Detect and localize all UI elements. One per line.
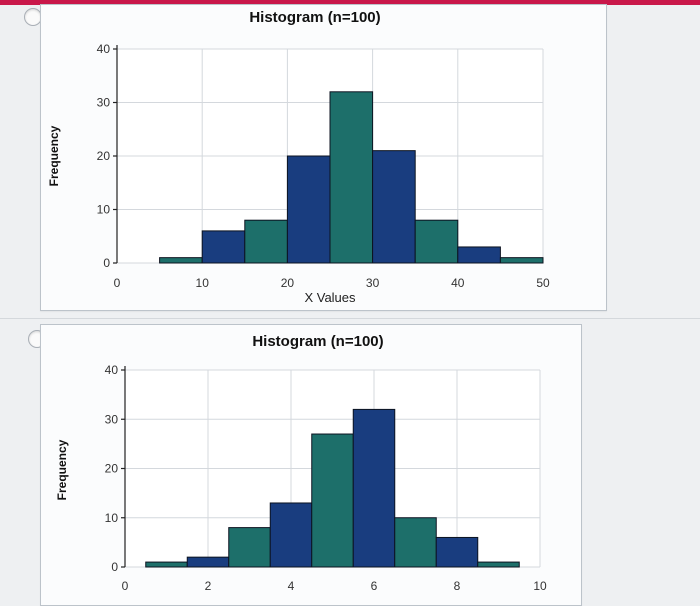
histogram-bar (269, 502, 313, 568)
histogram-bar (244, 219, 288, 264)
y-tick-label: 0 (103, 256, 110, 270)
y-tick-label: 40 (97, 42, 111, 56)
x-tick-label: 50 (536, 276, 550, 290)
histogram-bar (352, 408, 396, 568)
x-tick-label: 4 (288, 579, 295, 593)
histogram-bar (329, 91, 374, 264)
x-tick-label: 40 (451, 276, 465, 290)
histogram-bar (457, 246, 501, 264)
histogram-chart-1: 0 10 20 30 40 0 10 20 30 40 50 Histogram (n=100) Fre… (47, 9, 550, 305)
x-tick-label: 0 (122, 579, 129, 593)
x-tick-label: 20 (281, 276, 295, 290)
histogram-bar (435, 536, 479, 568)
x-tick-label: 8 (454, 579, 461, 593)
chart-title: Histogram (n=100) (249, 9, 380, 26)
histogram-bar (477, 561, 520, 568)
histogram-bar (311, 433, 354, 568)
x-tick-label: 10 (533, 579, 547, 593)
histogram-bar (372, 150, 416, 264)
y-axis-label: Frequency (55, 439, 69, 500)
chart-title: Histogram (n=100) (252, 333, 383, 350)
x-tick-label: 6 (371, 579, 378, 593)
x-tick-label: 30 (366, 276, 380, 290)
y-tick-label: 20 (105, 462, 119, 476)
x-axis-label: X Values (304, 290, 356, 305)
x-tick-label: 2 (205, 579, 212, 593)
y-tick-label: 30 (97, 96, 111, 110)
y-tick-label: 10 (105, 511, 119, 525)
histogram-bar (394, 517, 437, 568)
y-tick-label: 10 (97, 203, 111, 217)
histogram-bar (499, 257, 544, 264)
top-accent-bar (0, 0, 700, 5)
histogram-bar (228, 527, 271, 568)
y-tick-label: 20 (97, 149, 111, 163)
y-axis-label: Frequency (47, 125, 61, 186)
y-tick-label: 30 (105, 412, 119, 426)
histogram-bar (286, 155, 331, 264)
histogram-bar (186, 556, 230, 568)
x-tick-label: 0 (114, 276, 121, 290)
option-divider (0, 318, 700, 319)
y-tick-label: 40 (105, 363, 119, 377)
histogram-bar (414, 219, 459, 264)
y-tick-label: 0 (111, 560, 118, 574)
histogram-bar (201, 230, 246, 264)
x-tick-label: 10 (196, 276, 210, 290)
histogram-chart-2: 0 10 20 30 40 0 2 4 6 8 10 Histogram (n=100) Frequen… (55, 333, 547, 593)
histogram-bar (145, 561, 188, 568)
